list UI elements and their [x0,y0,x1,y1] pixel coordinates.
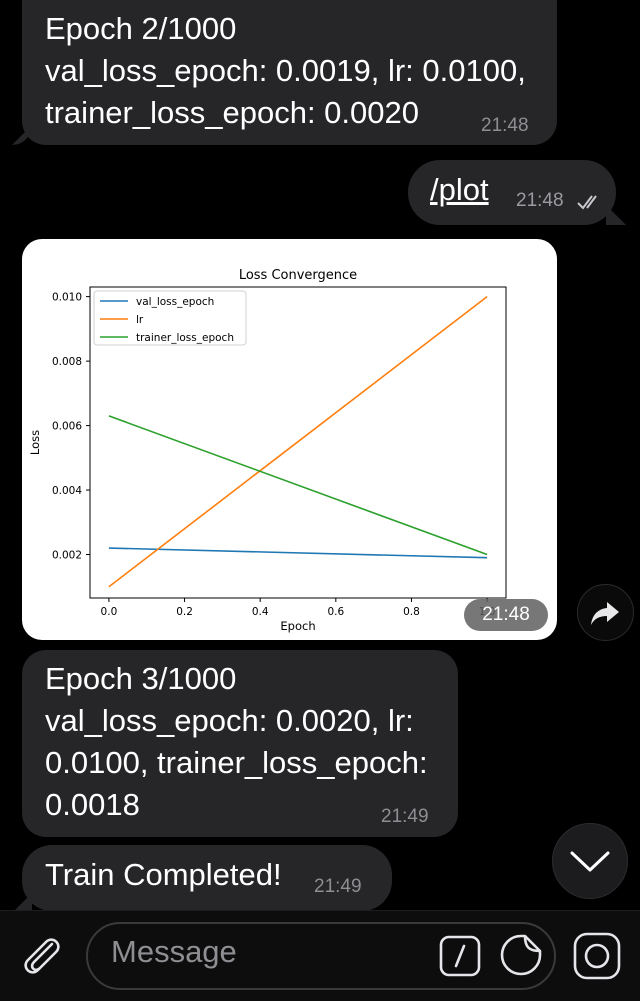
sticker-icon[interactable] [499,933,543,977]
message-bubble-train-completed[interactable] [22,845,392,911]
x-tick-label: 0.4 [252,606,269,618]
scroll-to-bottom-button[interactable] [552,823,628,899]
legend-label: lr [136,314,144,326]
message-line: trainer_loss_epoch: 0.0020 [45,95,419,130]
message-bubble-epoch-2[interactable] [22,0,557,145]
y-tick-label: 0.010 [52,292,82,304]
x-tick-label: 0.8 [403,606,420,618]
plot-frame [89,286,507,599]
message-line: Epoch 3/1000 [45,661,237,696]
share-forward-icon [591,602,619,625]
legend-label: trainer_loss_epoch [136,332,234,344]
chart-title: Loss Convergence [239,268,357,283]
plot-command-link[interactable]: /plot [430,172,489,207]
double-check-icon [577,195,597,210]
message-line: val_loss_epoch: 0.0020, lr: [45,703,414,738]
message-line: Epoch 2/1000 [45,11,237,46]
message-time: 21:48 [481,115,529,136]
message-time: 21:49 [381,806,429,827]
message-line: Train Completed! [45,857,282,892]
message-line: 0.0100, trainer_loss_epoch: [45,745,428,780]
y-axis-label: Loss [28,430,42,455]
message-placeholder: Message [111,934,237,969]
message-time: 21:48 [516,190,564,211]
y-tick-label: 0.006 [52,421,82,433]
legend-label: val_loss_epoch [136,296,214,308]
series-line-lr [108,296,488,588]
message-input[interactable] [86,922,556,990]
slash-command-icon[interactable] [439,935,481,977]
photo-time-badge: 21:48 [464,599,548,631]
x-tick-label: 0.2 [176,606,193,618]
y-tick-label: 0.002 [52,549,82,561]
paperclip-icon[interactable] [18,930,66,980]
y-tick-label: 0.008 [52,356,82,368]
message-bubble-epoch-3[interactable] [22,650,458,837]
x-axis-label: Epoch [280,619,315,633]
series-line-val-loss-epoch [108,547,488,559]
message-line: val_loss_epoch: 0.0019, lr: 0.0100, [45,53,526,88]
chevron-down-icon [570,851,610,872]
bubble-tail [606,205,626,225]
series-line-trainer-loss-epoch [108,415,488,556]
x-tick-label: 0.6 [327,606,344,618]
y-tick-label: 0.004 [52,485,82,497]
message-line: 0.0018 [45,787,140,822]
x-tick-label: 0.0 [101,606,118,618]
camera-icon[interactable] [573,932,621,980]
message-bubble-plot-command[interactable] [408,160,616,225]
forward-button[interactable] [577,584,634,641]
legend-box [93,290,247,346]
message-time: 21:49 [314,876,362,897]
bubble-tail [12,125,32,145]
chart-photo[interactable]: Loss Convergence0.00.20.40.60.81.00.0020… [22,239,557,640]
loss-convergence-chart: Loss Convergence0.00.20.40.60.81.00.0020… [28,268,507,633]
